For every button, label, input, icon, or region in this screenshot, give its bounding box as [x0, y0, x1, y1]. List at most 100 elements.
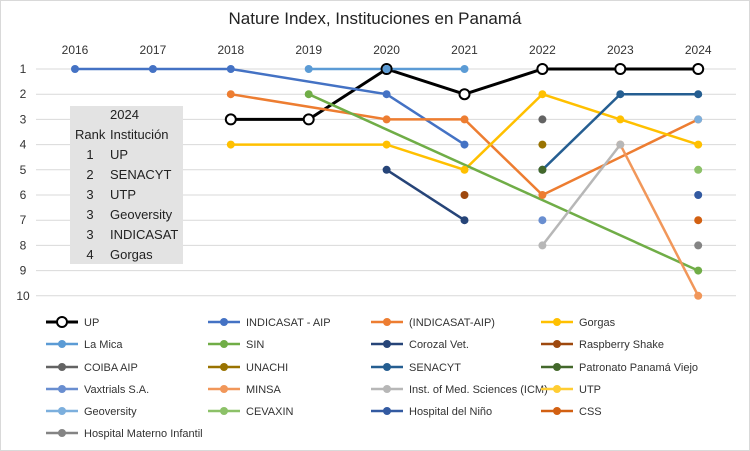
- data-point: [694, 291, 703, 300]
- series-line: [308, 93, 699, 272]
- data-point: [694, 241, 703, 250]
- y-tick-label: 9: [20, 264, 27, 278]
- y-tick-label: 4: [20, 138, 27, 152]
- institution: SENACYT: [110, 167, 172, 182]
- legend-label: UP: [84, 317, 99, 329]
- rank: 4: [86, 247, 94, 262]
- legend-marker: [58, 385, 66, 393]
- data-point: [304, 90, 313, 99]
- legend-marker: [553, 363, 561, 371]
- legend-marker: [383, 385, 391, 393]
- legend-label: COIBA AIP: [84, 362, 138, 374]
- y-tick-label: 5: [20, 163, 27, 177]
- y-tick-label: 6: [20, 188, 27, 202]
- legend-label: SENACYT: [409, 362, 461, 374]
- data-point: [538, 115, 547, 124]
- data-point: [460, 65, 469, 73]
- rank: 3: [86, 187, 94, 202]
- chart-title: Nature Index, Instituciones en Panamá: [228, 9, 522, 28]
- legend-marker: [383, 407, 391, 415]
- legend-label: Geoversity: [84, 406, 137, 418]
- ranking-box: 2024 Rank Institución 1 UP 2 SENACYT 3 UTP 3…: [70, 106, 183, 264]
- legend-label: (INDICASAT-AIP): [409, 317, 495, 329]
- data-point: [694, 165, 703, 174]
- data-point: [538, 241, 547, 250]
- data-point: [538, 140, 547, 149]
- data-point: [694, 140, 703, 149]
- legend-label: Corozal Vet.: [409, 339, 469, 351]
- data-point: [460, 140, 469, 149]
- data-point: [538, 90, 547, 99]
- ranking-row: 2 SENACYT: [70, 167, 183, 187]
- rank: 3: [86, 207, 94, 222]
- legend-label: Raspberry Shake: [579, 339, 664, 351]
- legend-marker: [383, 318, 391, 326]
- legend-marker: [383, 363, 391, 371]
- x-tick-label: 2020: [373, 43, 400, 57]
- legend-label: Vaxtrials S.A.: [84, 384, 149, 396]
- institution: INDICASAT: [110, 227, 179, 242]
- ranking-col-inst: Institución: [110, 127, 169, 142]
- legend-marker: [220, 318, 228, 326]
- legend-label: Patronato Panamá Viejo: [579, 362, 698, 374]
- legend-label: Inst. of Med. Sciences (ICM): [409, 384, 548, 396]
- data-point: [226, 65, 235, 73]
- y-tick-label: 8: [20, 238, 27, 252]
- legend-label: CSS: [579, 406, 602, 418]
- legend-marker: [58, 407, 66, 415]
- rank: 2: [86, 167, 94, 182]
- x-tick-label: 2016: [62, 43, 89, 57]
- legend-marker: [220, 340, 228, 348]
- y-tick-label: 1: [20, 62, 27, 76]
- institution: UTP: [110, 187, 136, 202]
- x-tick-label: 2022: [529, 43, 556, 57]
- legend-marker: [56, 316, 68, 328]
- data-point: [71, 65, 79, 73]
- series-line: [541, 143, 622, 247]
- data-point: [382, 165, 391, 174]
- legend-marker: [553, 385, 561, 393]
- data-point: [458, 88, 471, 101]
- institution: Gorgas: [110, 247, 153, 262]
- legend-label: Hospital del Niño: [409, 406, 492, 418]
- x-tick-label: 2017: [140, 43, 167, 57]
- data-point: [460, 115, 469, 124]
- series-line: [385, 168, 466, 222]
- data-point: [694, 90, 703, 99]
- data-point: [616, 90, 625, 99]
- data-point: [694, 191, 703, 199]
- legend-label: La Mica: [84, 339, 123, 351]
- series-line: [230, 92, 699, 172]
- data-point: [538, 191, 547, 199]
- data-point: [460, 165, 469, 174]
- institution: UP: [110, 147, 129, 162]
- data-point: [382, 65, 391, 73]
- data-point: [538, 165, 547, 174]
- data-point: [614, 63, 627, 75]
- rank: 1: [86, 147, 94, 162]
- ranking-row: 1 UP: [70, 147, 183, 167]
- data-point: [616, 140, 625, 149]
- legend-marker: [58, 363, 66, 371]
- data-point: [694, 216, 703, 225]
- x-tick-label: 2021: [451, 43, 478, 57]
- data-point: [536, 63, 549, 75]
- data-point: [226, 90, 235, 99]
- legend-marker: [553, 318, 561, 326]
- ranking-row: 3 Geoversity: [70, 207, 183, 227]
- data-point: [460, 216, 469, 225]
- x-tick-label: 2018: [217, 43, 244, 57]
- data-point: [148, 65, 157, 73]
- x-tick-label: 2019: [295, 43, 322, 57]
- y-tick-label: 10: [16, 289, 30, 303]
- data-point: [694, 115, 703, 124]
- data-point: [382, 90, 391, 99]
- legend-marker: [58, 340, 66, 348]
- legend-marker: [220, 385, 228, 393]
- legend-label: SIN: [246, 339, 264, 351]
- data-point: [382, 140, 391, 149]
- ranking-row: 4 Gorgas: [70, 247, 183, 267]
- series-line: [619, 144, 700, 297]
- data-point: [224, 113, 237, 126]
